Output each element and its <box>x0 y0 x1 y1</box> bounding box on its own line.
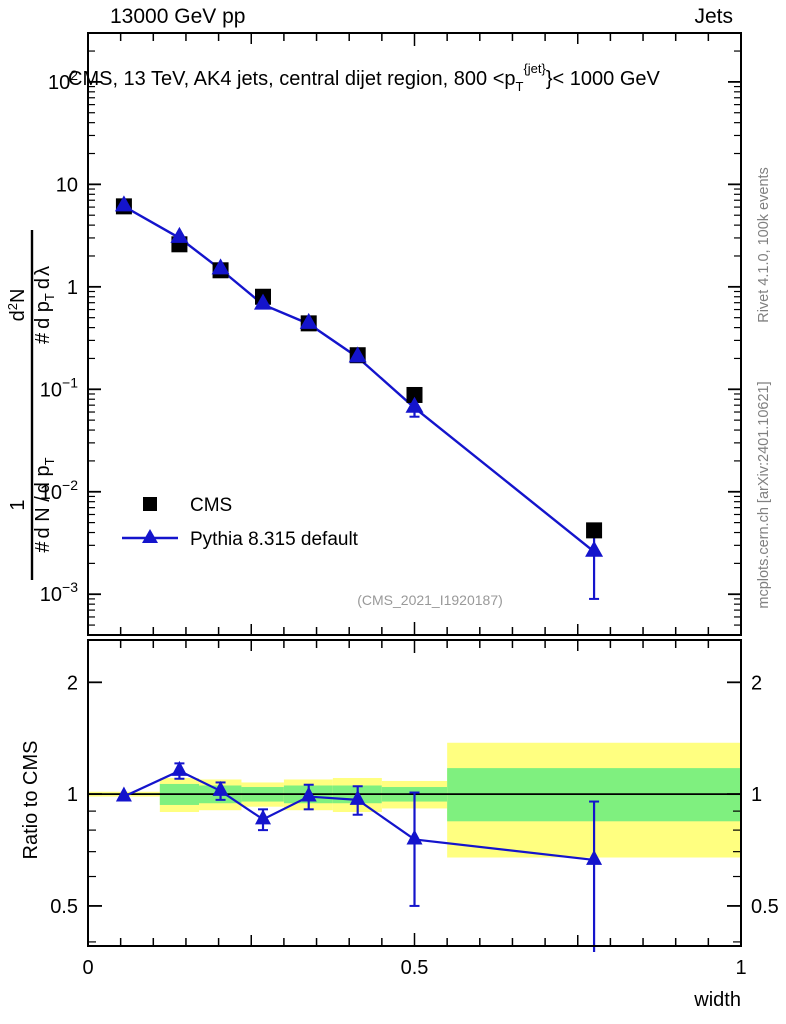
legend-label-0: CMS <box>190 495 232 516</box>
x-tick-label: 0 <box>82 957 93 979</box>
y-label-factor-denominator: #d N /d pT <box>32 457 57 552</box>
legend: CMS Pythia 8.315 default <box>122 495 359 550</box>
plot-title: CMS, 13 TeV, AK4 jets, central dijet reg… <box>68 61 661 94</box>
y-label-factor-numerator: 1 <box>7 499 29 510</box>
analysis-watermark: (CMS_2021_I1920187) <box>357 592 503 608</box>
mc-marker-triangle <box>170 226 189 243</box>
y-tick-label: 10 <box>56 174 78 196</box>
ratio-marker-triangle <box>349 789 366 805</box>
ratio-marker-triangle <box>300 786 317 802</box>
mc-marker-triangle <box>254 293 273 310</box>
x-tick-label: 1 <box>735 957 746 979</box>
mc-marker-triangle <box>405 396 424 413</box>
ratio-y-tick-label-right: 1 <box>751 784 762 806</box>
header-category-label: Jets <box>694 5 733 28</box>
ratio-plot-panel: 2 2 1 1 0.5 0.5 0 0.5 1 <box>50 639 779 979</box>
svg-text:CMS, 13 TeV, AK4 jets, central: CMS, 13 TeV, AK4 jets, central dijet reg… <box>68 61 661 94</box>
y-tick-exponent: −1 <box>62 374 78 390</box>
ratio-y-tick-label: 1 <box>67 784 78 806</box>
mc-marker-triangle <box>211 258 230 275</box>
ratio-y-tick-label-right: 0.5 <box>751 896 779 918</box>
header-beam-label: 13000 GeV pp <box>110 5 245 28</box>
mc-marker-triangle <box>585 540 604 557</box>
data-marker-square <box>586 522 603 539</box>
main-panel-frame <box>87 32 742 636</box>
y-axis-label: 1 #d N /d pT d2N #d pTdλ <box>5 230 57 580</box>
legend-marker-square <box>143 497 157 511</box>
ratio-marker-triangle <box>255 809 272 825</box>
y-label-main-denominator: #d pTdλ <box>32 266 57 344</box>
y-tick-exponent: −3 <box>62 579 78 595</box>
plot-title-superscript: {jet} <box>523 61 546 76</box>
ratio-y-tick-label: 2 <box>67 672 78 694</box>
ratio-marker-triangle <box>171 760 188 776</box>
legend-label-1: Pythia 8.315 default <box>190 529 359 550</box>
mc-marker-triangle <box>348 346 367 363</box>
side-text-mcplots: mcplots.cern.ch [arXiv:2401.10621] <box>756 381 772 608</box>
data-marker-square <box>406 386 423 403</box>
plot-title-part2: }< 1000 GeV <box>546 68 661 90</box>
side-text-rivet: Rivet 4.1.0, 100k events <box>756 167 772 323</box>
x-tick-label: 0.5 <box>401 957 429 979</box>
ratio-marker-triangle <box>586 849 603 865</box>
x-axis-label: width <box>693 989 741 1011</box>
ratio-marker-triangle <box>212 780 229 796</box>
mc-marker-triangle <box>299 312 318 329</box>
y-tick-exponent: −2 <box>62 477 78 493</box>
y-tick-label: 10−3 <box>40 579 78 606</box>
y-label-main-numerator: d2N <box>5 289 29 322</box>
y-tick-label: 10−2 <box>40 477 78 504</box>
plot-title-part1: CMS, 13 TeV, AK4 jets, central dijet reg… <box>68 68 516 90</box>
y-tick-exponent: 2 <box>70 67 78 83</box>
plot-title-subscript: T <box>516 79 524 94</box>
ratio-marker-triangle <box>406 829 423 845</box>
mc-marker-triangle <box>114 195 133 212</box>
y-tick-label: 1 <box>67 277 78 299</box>
y-tick-label: 10−1 <box>40 374 78 401</box>
ratio-y-tick-label-right: 2 <box>751 672 762 694</box>
ratio-marker-triangle <box>115 786 132 802</box>
ratio-y-tick-label: 0.5 <box>50 896 78 918</box>
legend-marker-triangle <box>142 529 158 543</box>
ratio-axis-label: Ratio to CMS <box>20 741 42 860</box>
